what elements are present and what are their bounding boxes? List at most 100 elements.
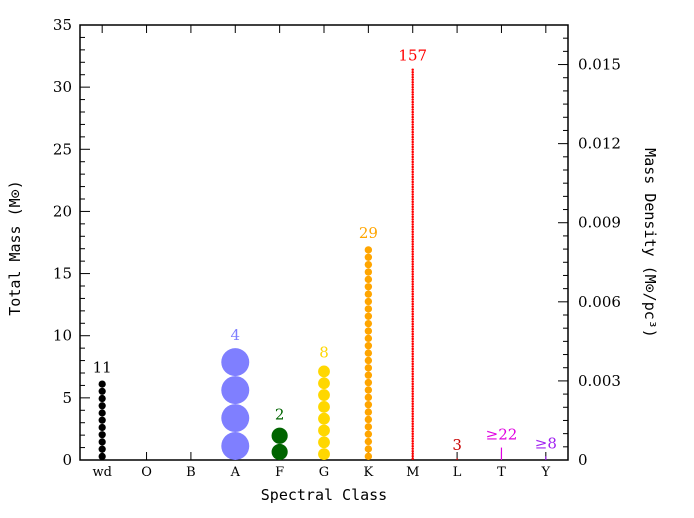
object-dot bbox=[411, 312, 414, 316]
x-tick-label: B bbox=[186, 465, 196, 480]
y-tick-label: 15 bbox=[53, 265, 72, 283]
object-dot bbox=[411, 183, 414, 186]
object-dot bbox=[411, 200, 414, 204]
object-dot bbox=[411, 432, 414, 436]
object-dot bbox=[411, 233, 414, 236]
object-dot bbox=[411, 75, 414, 79]
object-dot bbox=[411, 98, 414, 101]
object-dot bbox=[364, 253, 373, 261]
object-dot bbox=[221, 432, 250, 460]
object-dot bbox=[318, 436, 330, 449]
object-dot bbox=[318, 412, 330, 425]
object-dot bbox=[411, 118, 414, 121]
object-dot bbox=[364, 342, 373, 350]
object-dot bbox=[411, 292, 414, 296]
object-dot bbox=[411, 435, 414, 438]
object-dot bbox=[411, 372, 414, 376]
x-tick-label: K bbox=[364, 465, 374, 480]
object-dot bbox=[411, 365, 414, 368]
object-dot bbox=[411, 205, 414, 209]
object-dot bbox=[411, 158, 414, 161]
object-dot bbox=[364, 423, 373, 431]
object-dot bbox=[411, 133, 414, 136]
object-dot bbox=[411, 228, 414, 231]
object-dot bbox=[411, 415, 414, 418]
object-dot bbox=[364, 305, 373, 313]
object-dot bbox=[411, 203, 414, 206]
y-axis-title: Total Mass (M⊙) bbox=[6, 180, 24, 315]
object-dot bbox=[411, 70, 414, 74]
object-dot bbox=[411, 223, 414, 226]
object-dot bbox=[411, 235, 414, 239]
object-dot bbox=[411, 263, 414, 266]
object-dot bbox=[364, 445, 373, 453]
y-right-tick-label: 0.012 bbox=[578, 135, 621, 153]
object-dot bbox=[411, 337, 414, 341]
count-label-L: 3 bbox=[452, 436, 462, 454]
object-dot bbox=[411, 437, 414, 441]
object-dot bbox=[411, 153, 414, 156]
object-dot bbox=[411, 267, 414, 271]
object-dot bbox=[411, 455, 414, 458]
object-dot bbox=[411, 220, 414, 224]
object-dot bbox=[411, 173, 414, 176]
count-label-F: 2 bbox=[275, 406, 285, 424]
object-dot bbox=[411, 317, 414, 321]
y-right-tick-label: 0.006 bbox=[578, 293, 621, 311]
x-tick-label: O bbox=[141, 465, 152, 480]
object-dot bbox=[411, 113, 414, 116]
object-dot bbox=[364, 393, 373, 402]
object-dot bbox=[364, 334, 373, 343]
y-tick-label: 10 bbox=[53, 327, 72, 345]
object-dot bbox=[411, 352, 414, 356]
object-dot bbox=[411, 255, 414, 259]
object-dot bbox=[411, 290, 414, 293]
object-dot bbox=[318, 400, 330, 413]
object-dot bbox=[411, 160, 414, 164]
object-dot bbox=[318, 389, 330, 401]
object-dot bbox=[411, 125, 414, 129]
y-tick-label: 5 bbox=[62, 389, 72, 407]
stack-F bbox=[271, 427, 288, 460]
object-dot bbox=[411, 315, 414, 318]
object-dot bbox=[364, 437, 373, 446]
object-dot bbox=[411, 442, 414, 446]
object-dot bbox=[411, 265, 414, 268]
object-dot bbox=[98, 445, 106, 453]
object-dot bbox=[411, 417, 414, 421]
object-dot bbox=[411, 88, 414, 91]
object-dot bbox=[411, 73, 414, 76]
object-dot bbox=[411, 105, 414, 109]
object-dot bbox=[411, 260, 414, 264]
object-dot bbox=[411, 270, 414, 273]
x-tick-label: M bbox=[406, 465, 419, 480]
object-dot bbox=[411, 83, 414, 86]
object-dot bbox=[411, 78, 414, 81]
object-dot bbox=[364, 290, 373, 298]
y-tick-label: 35 bbox=[53, 16, 72, 34]
object-dot bbox=[411, 370, 414, 373]
object-dot bbox=[411, 325, 414, 328]
object-dot bbox=[411, 188, 414, 191]
object-dot bbox=[411, 425, 414, 428]
object-dot bbox=[411, 123, 414, 126]
object-dot bbox=[411, 128, 414, 131]
object-dot bbox=[364, 327, 373, 335]
object-dot bbox=[411, 355, 414, 358]
object-dot bbox=[411, 148, 414, 151]
object-dot bbox=[411, 198, 414, 201]
object-dot bbox=[411, 80, 414, 84]
object-dot bbox=[411, 300, 414, 303]
object-dot bbox=[411, 295, 414, 298]
object-dot bbox=[411, 320, 414, 323]
y-right-tick-label: 0.015 bbox=[578, 56, 621, 74]
object-dot bbox=[364, 386, 373, 394]
count-label-M: 157 bbox=[398, 47, 427, 65]
object-dot bbox=[411, 377, 414, 381]
object-dot bbox=[411, 410, 414, 413]
object-dot bbox=[411, 130, 414, 134]
object-dot bbox=[411, 272, 414, 276]
object-dot bbox=[411, 243, 414, 246]
object-dot bbox=[411, 342, 414, 346]
